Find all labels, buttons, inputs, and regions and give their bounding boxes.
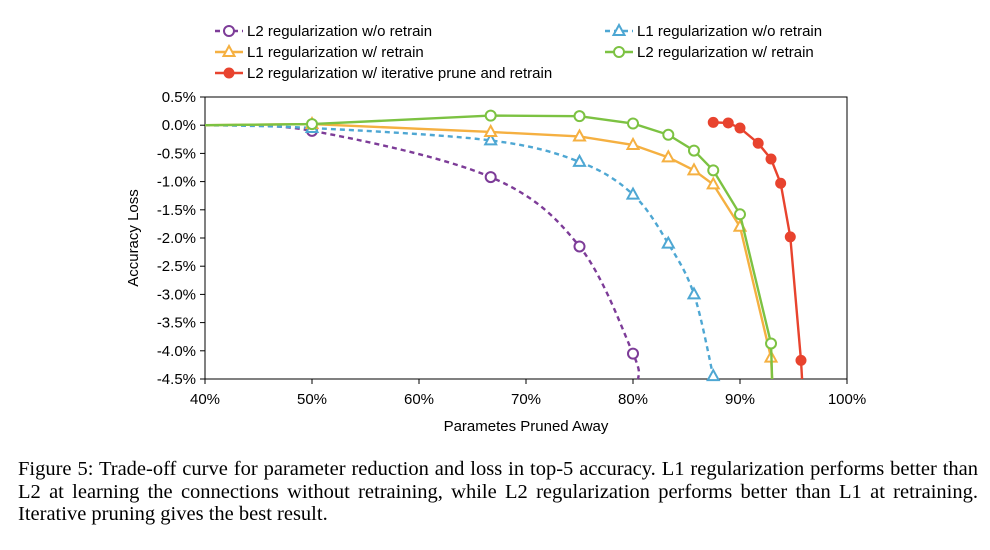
legend-item: L2 regularization w/o retrain bbox=[215, 23, 432, 40]
series-layer bbox=[204, 109, 807, 382]
legend-item: L1 regularization w/o retrain bbox=[605, 22, 822, 40]
accuracy-loss-chart: L2 regularization w/o retrain L1 regulari… bbox=[125, 22, 866, 435]
data-point bbox=[661, 149, 676, 163]
series-l2-regularization-w-o-retrain bbox=[204, 123, 641, 380]
data-point bbox=[627, 117, 639, 130]
legend-label: L2 regularization w/o retrain bbox=[247, 23, 432, 40]
y-tick-label: -2.0% bbox=[157, 230, 196, 247]
y-tick-label: -0.5% bbox=[157, 145, 196, 162]
data-point bbox=[573, 110, 586, 123]
data-point bbox=[784, 231, 796, 243]
series-l1-regularization-w-o-retrain bbox=[204, 119, 721, 382]
data-point bbox=[306, 118, 318, 131]
series-line bbox=[713, 121, 804, 380]
y-tick-label: -1.5% bbox=[157, 202, 196, 219]
x-tick-label: 80% bbox=[618, 391, 648, 408]
legend-marker bbox=[611, 22, 627, 36]
figure-caption: Figure 5: Trade-off curve for parameter … bbox=[18, 458, 978, 525]
x-axis: 40% 50% 60% 70% 80% 90% 100% bbox=[190, 379, 866, 408]
x-tick-label: 60% bbox=[404, 391, 434, 408]
data-point bbox=[625, 136, 641, 150]
y-tick-label: -4.5% bbox=[157, 371, 196, 388]
y-axis: 0.5% 0.0% -0.5% -1.0% -1.5% -2.0% -2.5% -3.0% -3… bbox=[157, 89, 205, 388]
series-l1-regularization-w-retrain bbox=[204, 115, 779, 380]
series-line bbox=[204, 122, 774, 380]
data-point bbox=[775, 177, 787, 189]
data-point bbox=[706, 368, 721, 382]
plot-frame bbox=[204, 96, 848, 380]
data-point bbox=[722, 117, 734, 129]
series-line bbox=[204, 124, 715, 377]
legend-item: L1 regularization w/ retrain bbox=[215, 43, 424, 61]
x-tick-label: 40% bbox=[190, 391, 220, 408]
legend-item: L2 regularization w/ retrain bbox=[605, 44, 814, 61]
data-point bbox=[625, 186, 641, 200]
data-point bbox=[795, 354, 807, 366]
legend-marker bbox=[221, 43, 237, 57]
data-point bbox=[686, 286, 702, 300]
data-point bbox=[765, 337, 778, 350]
x-tick-label: 70% bbox=[511, 391, 541, 408]
x-tick-label: 100% bbox=[828, 391, 866, 408]
y-tick-label: 0.5% bbox=[162, 89, 196, 106]
y-tick-label: -1.0% bbox=[157, 174, 196, 191]
y-tick-label: -3.5% bbox=[157, 315, 196, 332]
data-point bbox=[484, 171, 497, 184]
x-tick-label: 50% bbox=[297, 391, 327, 408]
legend-label: L2 regularization w/ retrain bbox=[637, 44, 814, 61]
data-point bbox=[752, 137, 764, 149]
series-l2-regularization-w-iterative-prune-and-retrain bbox=[707, 116, 807, 380]
legend-marker bbox=[223, 25, 235, 37]
legend-item: L2 regularization w/ iterative prune and… bbox=[215, 65, 552, 82]
x-tick-label: 90% bbox=[725, 391, 755, 408]
data-point bbox=[734, 122, 746, 134]
series-l2-regularization-w-retrain bbox=[204, 109, 778, 380]
data-point bbox=[661, 235, 676, 249]
legend-label: L2 regularization w/ iterative prune and… bbox=[247, 65, 552, 82]
data-point bbox=[572, 128, 587, 142]
data-point bbox=[483, 123, 498, 137]
legend-marker bbox=[613, 46, 625, 58]
data-point bbox=[484, 109, 497, 122]
data-point bbox=[687, 144, 700, 157]
series-line bbox=[204, 114, 774, 380]
data-point bbox=[662, 128, 675, 141]
series-line bbox=[204, 123, 641, 380]
data-point bbox=[572, 153, 587, 167]
data-point bbox=[573, 240, 586, 253]
legend: L2 regularization w/o retrain L1 regulari… bbox=[215, 22, 822, 82]
data-point bbox=[707, 116, 719, 128]
y-axis-title: Accuracy Loss bbox=[125, 189, 142, 287]
y-tick-label: -2.5% bbox=[157, 258, 196, 275]
data-point bbox=[686, 162, 702, 176]
y-tick-label: 0.0% bbox=[162, 117, 196, 134]
x-axis-title: Parametes Pruned Away bbox=[444, 418, 609, 435]
data-point bbox=[483, 132, 498, 146]
y-tick-label: -4.0% bbox=[157, 343, 196, 360]
data-point bbox=[627, 347, 639, 360]
data-point bbox=[765, 153, 777, 165]
legend-marker bbox=[223, 67, 235, 79]
legend-label: L1 regularization w/o retrain bbox=[637, 23, 822, 40]
data-point bbox=[707, 164, 720, 177]
y-tick-label: -3.0% bbox=[157, 286, 196, 303]
data-point bbox=[734, 208, 746, 221]
legend-label: L1 regularization w/ retrain bbox=[247, 44, 424, 61]
data-point bbox=[706, 176, 721, 190]
